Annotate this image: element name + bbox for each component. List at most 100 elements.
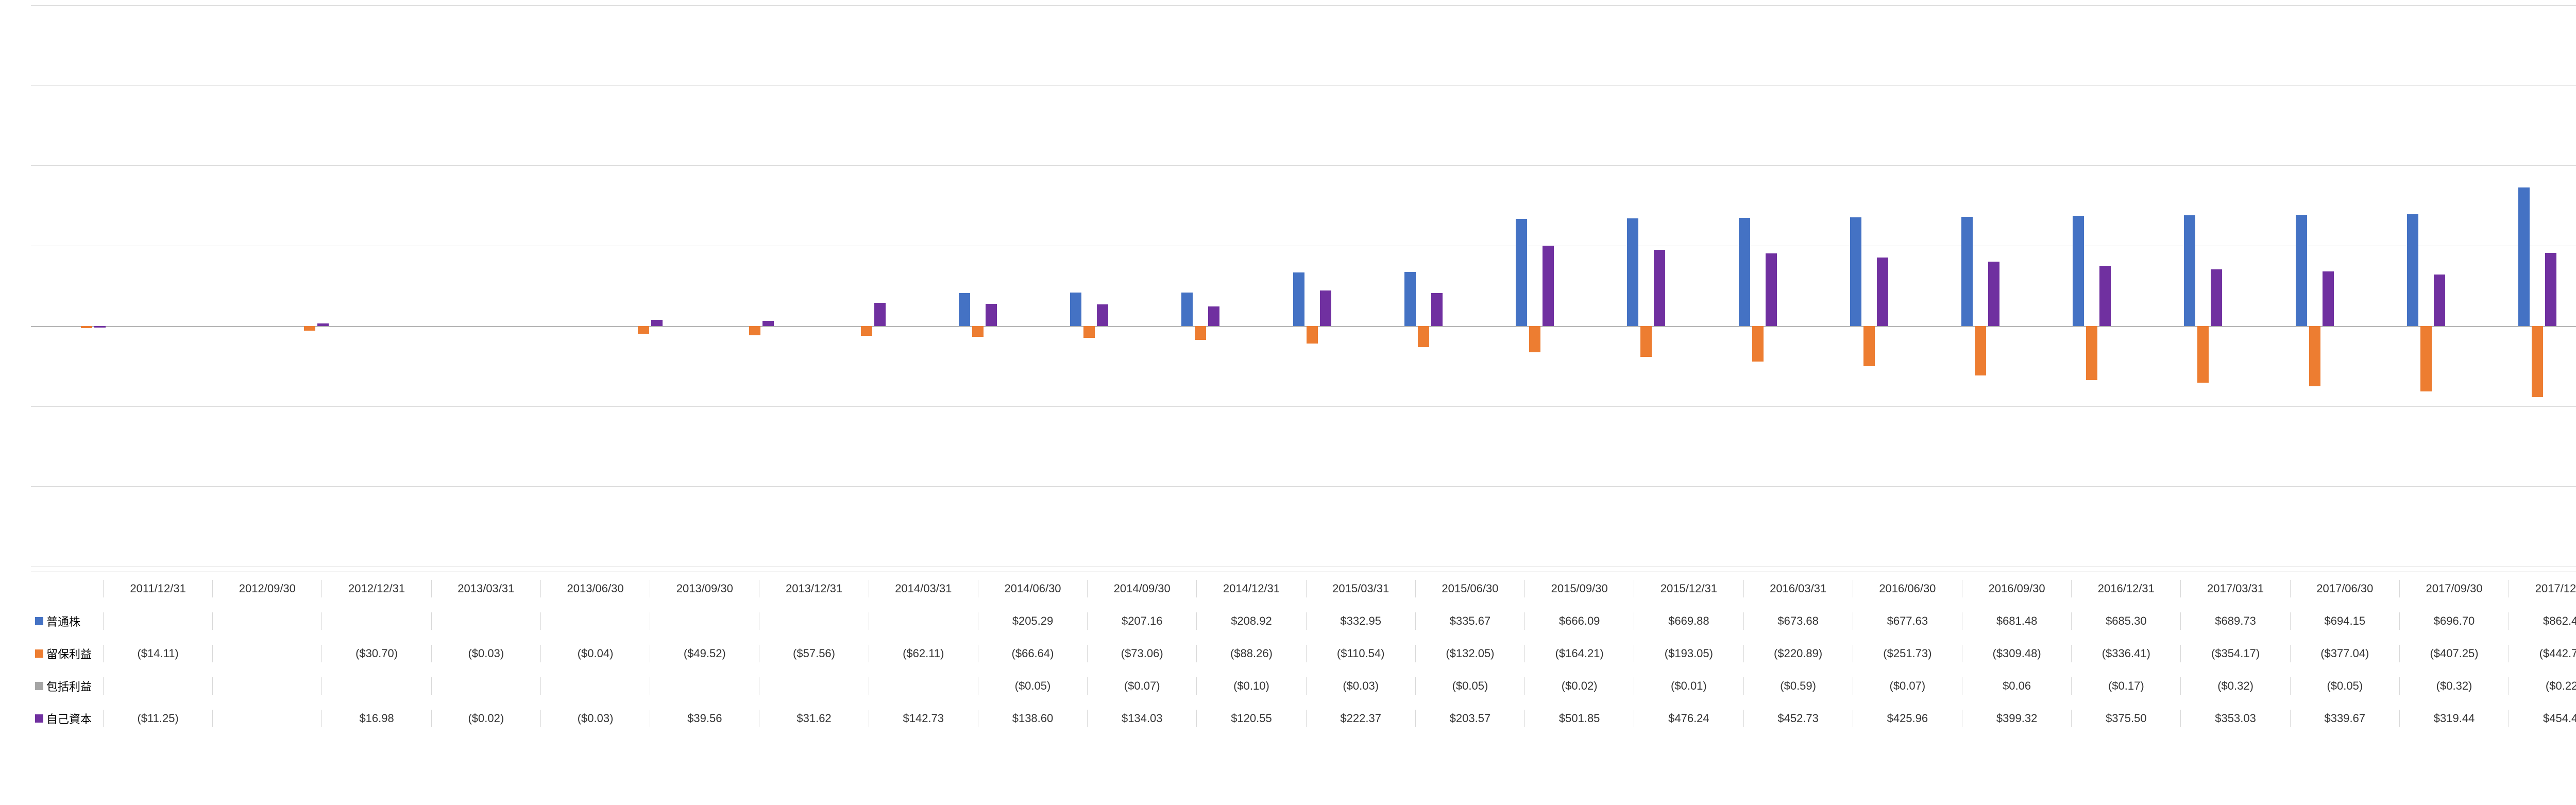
table-cell: $138.60: [978, 710, 1087, 727]
table-cell: 2014/09/30: [1087, 580, 1196, 597]
table-cell: $332.95: [1306, 612, 1415, 630]
table-cell: ($0.07): [1853, 677, 1962, 695]
bar-retained: [1307, 326, 1318, 344]
bar-common_stock: [1516, 219, 1527, 326]
table-cell: 2017/09/30: [2399, 580, 2509, 597]
table-cell: 2012/12/31: [321, 580, 431, 597]
plot-area: ($1,500)($1,000)($500)$0$500$1,000$1,500…: [31, 5, 2576, 567]
table-cell: ($0.01): [1634, 677, 1743, 695]
table-data-row: 自己資本 ($11.25)$16.98($0.02)($0.03)$39.56$3…: [31, 702, 2576, 734]
bar-common_stock: [1627, 218, 1638, 326]
table-cell: [321, 677, 431, 695]
bar-equity: [317, 323, 329, 326]
gridline: [31, 5, 2576, 6]
table-cell: $205.29: [978, 612, 1087, 630]
table-cell: ($193.05): [1634, 645, 1743, 662]
bar-common_stock: [1293, 272, 1304, 326]
table-cell: ($0.32): [2399, 677, 2509, 695]
bar-retained: [1752, 326, 1764, 362]
table-cell: $31.62: [759, 710, 868, 727]
table-data-row: 普通株 $205.29$207.16$208.92$332.95$335.67$6…: [31, 605, 2576, 637]
row-label: 普通株: [46, 613, 80, 629]
bar-retained: [1975, 326, 1986, 375]
row-cells: $205.29$207.16$208.92$332.95$335.67$666.…: [103, 612, 2576, 630]
table-cell: 2014/03/31: [869, 580, 978, 597]
table-cell: ($0.05): [2290, 677, 2399, 695]
table-cell: ($0.03): [540, 710, 650, 727]
bar-equity: [2211, 269, 2222, 326]
row-label: 包括利益: [46, 678, 92, 694]
bar-common_stock: [1850, 217, 1861, 326]
bar-equity: [1543, 246, 1554, 326]
bar-equity: [2099, 266, 2111, 326]
table-cell: $0.06: [1962, 677, 2071, 695]
table-cell: ($0.10): [1196, 677, 1306, 695]
table-cell: ($62.11): [869, 645, 978, 662]
table-cell: ($14.11): [103, 645, 212, 662]
bar-retained: [638, 326, 649, 334]
table-header-row: 2011/12/312012/09/302012/12/312013/03/31…: [31, 572, 2576, 605]
table-cell: $689.73: [2180, 612, 2290, 630]
bar-retained: [2532, 326, 2543, 397]
table-cell: $399.32: [1962, 710, 2071, 727]
bar-equity: [1208, 306, 1219, 326]
bar-common_stock: [1404, 272, 1416, 326]
table-cell: ($377.04): [2290, 645, 2399, 662]
table-cell: ($0.02): [431, 710, 540, 727]
table-cell: ($336.41): [2071, 645, 2180, 662]
table-cell: $694.15: [2290, 612, 2399, 630]
table-cell: 2013/12/31: [759, 580, 868, 597]
bar-common_stock: [2407, 214, 2418, 326]
table-cell: ($220.89): [1743, 645, 1853, 662]
table-cell: $669.88: [1634, 612, 1743, 630]
table-data-row: 留保利益($14.11)($30.70)($0.03)($0.04)($49.5…: [31, 637, 2576, 670]
bar-equity: [2323, 271, 2334, 326]
table-cell: ($0.07): [1087, 677, 1196, 695]
bar-equity: [1097, 304, 1108, 326]
table-cell: 2015/12/31: [1634, 580, 1743, 597]
table-cell: 2015/09/30: [1524, 580, 1634, 597]
table-cell: [869, 612, 978, 630]
table-cell: $476.24: [1634, 710, 1743, 727]
table-cell: [212, 612, 321, 630]
bar-retained: [2086, 326, 2097, 380]
table-cell: [650, 677, 759, 695]
table-cell: $452.73: [1743, 710, 1853, 727]
table-cell: [650, 612, 759, 630]
table-cell: ($30.70): [321, 645, 431, 662]
row-label: 留保利益: [46, 645, 92, 662]
legend-swatch: [35, 617, 43, 625]
gridline: [31, 165, 2576, 166]
table-cell: $501.85: [1524, 710, 1634, 727]
bar-equity: [94, 326, 106, 328]
bar-equity: [1320, 290, 1331, 326]
row-cells: ($11.25)$16.98($0.02)($0.03)$39.56$31.62…: [103, 710, 2576, 727]
bar-common_stock: [1739, 218, 1750, 326]
table-cell: $142.73: [869, 710, 978, 727]
row-cells: 2011/12/312012/09/302012/12/312013/03/31…: [103, 580, 2576, 597]
row-cells: ($14.11)($30.70)($0.03)($0.04)($49.52)($…: [103, 645, 2576, 662]
gridline: [31, 85, 2576, 86]
table-cell: ($49.52): [650, 645, 759, 662]
table-cell: 2013/03/31: [431, 580, 540, 597]
table-cell: $208.92: [1196, 612, 1306, 630]
bar-common_stock: [2073, 216, 2084, 326]
table-data-row: 包括利益($0.05)($0.07)($0.10)($0.03)($0.05)(…: [31, 670, 2576, 702]
table-cell: [431, 612, 540, 630]
bar-common_stock: [2184, 215, 2195, 326]
row-label: 自己資本: [46, 710, 92, 727]
table-cell: 2012/09/30: [212, 580, 321, 597]
gridline: [31, 406, 2576, 407]
bar-common_stock: [1181, 293, 1193, 326]
bar-equity: [1654, 250, 1665, 326]
table-cell: $425.96: [1853, 710, 1962, 727]
table-cell: $696.70: [2399, 612, 2509, 630]
table-cell: ($0.02): [1524, 677, 1634, 695]
table-cell: [212, 677, 321, 695]
table-cell: ($164.21): [1524, 645, 1634, 662]
table-cell: $134.03: [1087, 710, 1196, 727]
bar-equity: [1877, 258, 1888, 326]
bar-retained: [2420, 326, 2432, 391]
bar-equity: [2545, 253, 2556, 326]
bar-common_stock: [2296, 215, 2307, 326]
